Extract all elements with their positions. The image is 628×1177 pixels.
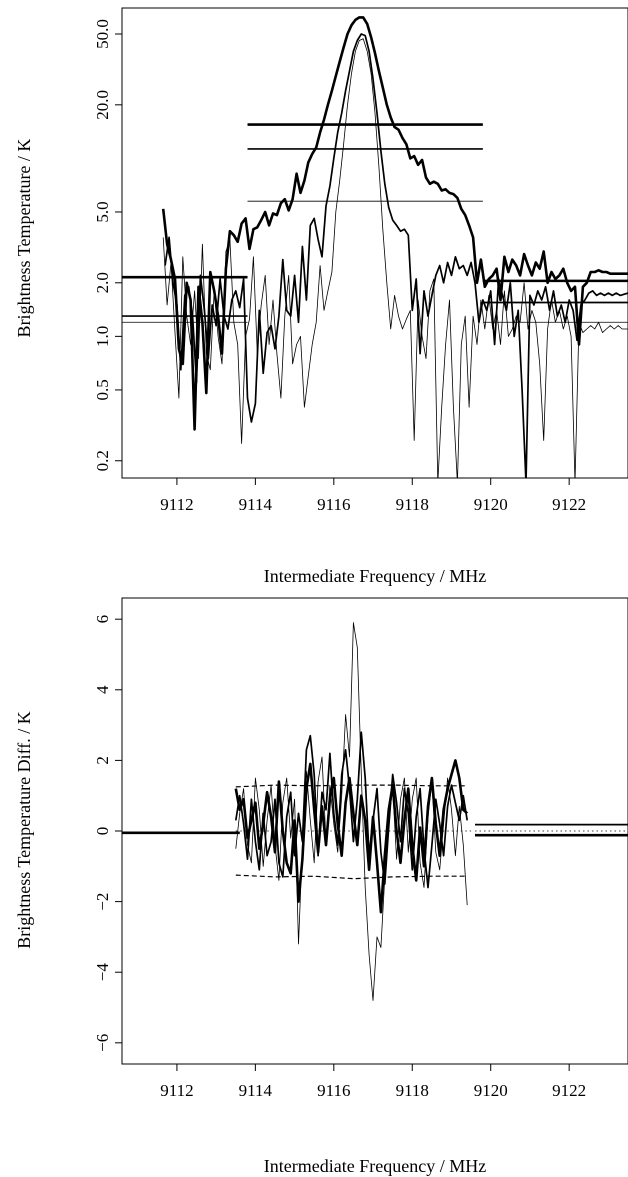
bottom-panel: −6 −4 −2 0 2 4 6 9112 9114 9116 9118 9120 9122 Inte…	[14, 597, 628, 1176]
x-tick-label: 9122	[552, 495, 586, 514]
y-tick-label: 1.0	[93, 326, 112, 347]
top-plot-frame	[121, 7, 628, 479]
top-series-group	[161, 16, 628, 478]
x-tick-label: 9114	[239, 1081, 273, 1100]
x-tick-label: 9116	[317, 1081, 350, 1100]
bottom-y-axis: −6 −4 −2 0 2 4 6	[93, 615, 122, 1052]
top-panel: 0.2 0.5 1.0 2.0 5.0 20.0 50.0 9112 9114 9116 9118…	[14, 7, 628, 586]
y-tick-label: 2.0	[93, 272, 112, 293]
series-line-medium	[234, 731, 469, 889]
y-tick-label: 6	[93, 615, 112, 624]
y-tick-label: −2	[93, 893, 112, 911]
series-line-medium	[164, 33, 628, 478]
bottom-x-axis: 9112 9114 9116 9118 9120 9122	[160, 1064, 586, 1100]
x-tick-label: 9122	[552, 1081, 586, 1100]
series-line-thin	[235, 622, 468, 1001]
y-tick-label: −4	[93, 963, 112, 982]
bottom-series-group	[234, 622, 469, 1001]
x-tick-label: 9118	[396, 495, 429, 514]
series-line-thin	[162, 38, 628, 478]
top-y-axis-label: Brightness Temperature / K	[14, 139, 34, 338]
y-tick-label: 0.2	[93, 450, 112, 471]
bottom-level-lines	[122, 823, 628, 837]
top-x-axis-label: Intermediate Frequency / MHz	[264, 566, 486, 586]
y-tick-label: 4	[93, 685, 112, 694]
x-tick-label: 9120	[474, 1081, 508, 1100]
y-tick-label: 5.0	[93, 201, 112, 222]
series-line-thick	[234, 759, 469, 914]
top-plot-area	[122, 16, 628, 478]
series-line-thick	[161, 16, 628, 431]
x-tick-label: 9118	[396, 1081, 429, 1100]
y-tick-label: 0.5	[93, 379, 112, 400]
bottom-y-axis-label: Brightness Temperature Diff. / K	[14, 711, 34, 949]
x-tick-label: 9112	[160, 1081, 193, 1100]
y-tick-label: 2	[93, 756, 112, 765]
x-tick-label: 9116	[317, 495, 350, 514]
x-tick-label: 9112	[160, 495, 193, 514]
y-tick-label: −6	[93, 1034, 112, 1052]
top-y-axis: 0.2 0.5 1.0 2.0 5.0 20.0 50.0	[93, 19, 122, 471]
x-tick-label: 9120	[474, 495, 508, 514]
y-tick-label: 0	[93, 827, 112, 836]
top-x-axis: 9112 9114 9116 9118 9120 9122	[160, 478, 586, 514]
y-tick-label: 50.0	[93, 19, 112, 49]
bottom-plot-area	[122, 622, 628, 1001]
y-tick-label: 20.0	[93, 90, 112, 120]
envelope-line	[235, 874, 468, 880]
bottom-x-axis-label: Intermediate Frequency / MHz	[264, 1156, 486, 1176]
x-tick-label: 9114	[239, 495, 273, 514]
